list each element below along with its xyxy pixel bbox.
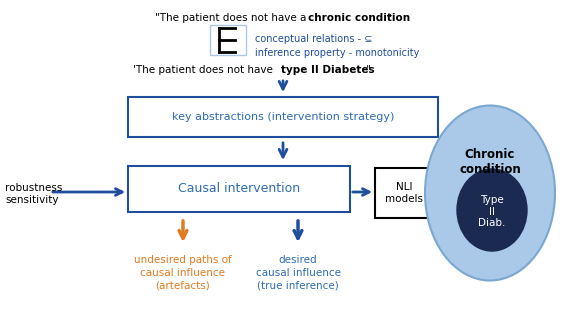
FancyBboxPatch shape	[375, 168, 433, 218]
Text: (artefacts): (artefacts)	[156, 281, 211, 291]
Text: desired: desired	[278, 255, 318, 265]
FancyBboxPatch shape	[128, 97, 438, 137]
FancyBboxPatch shape	[128, 166, 350, 212]
Text: robustness
sensitivity: robustness sensitivity	[5, 183, 62, 205]
Text: inference property - monotonicity: inference property - monotonicity	[255, 48, 419, 58]
Ellipse shape	[457, 169, 527, 251]
Ellipse shape	[425, 106, 555, 280]
Text: (true inference): (true inference)	[257, 281, 339, 291]
Text: undesired paths of: undesired paths of	[134, 255, 232, 265]
Text: conceptual relations - ⊆: conceptual relations - ⊆	[255, 34, 372, 44]
Text: causal influence: causal influence	[255, 268, 341, 278]
Text: Chronic
condition: Chronic condition	[459, 148, 521, 176]
Text: type II Diabetes: type II Diabetes	[281, 65, 375, 75]
Text: Type
II
Diab.: Type II Diab.	[478, 195, 505, 228]
Text: key abstractions (intervention strategy): key abstractions (intervention strategy)	[172, 112, 394, 122]
Text: chronic condition: chronic condition	[308, 13, 410, 23]
Text: NLI
models: NLI models	[385, 182, 423, 204]
Text: "The patient does not have a: "The patient does not have a	[155, 13, 310, 23]
Text: ': '	[389, 13, 392, 23]
Text: causal influence: causal influence	[140, 268, 225, 278]
Text: ": "	[363, 65, 371, 75]
Text: Causal intervention: Causal intervention	[178, 182, 300, 195]
Text: 'The patient does not have: 'The patient does not have	[133, 65, 276, 75]
